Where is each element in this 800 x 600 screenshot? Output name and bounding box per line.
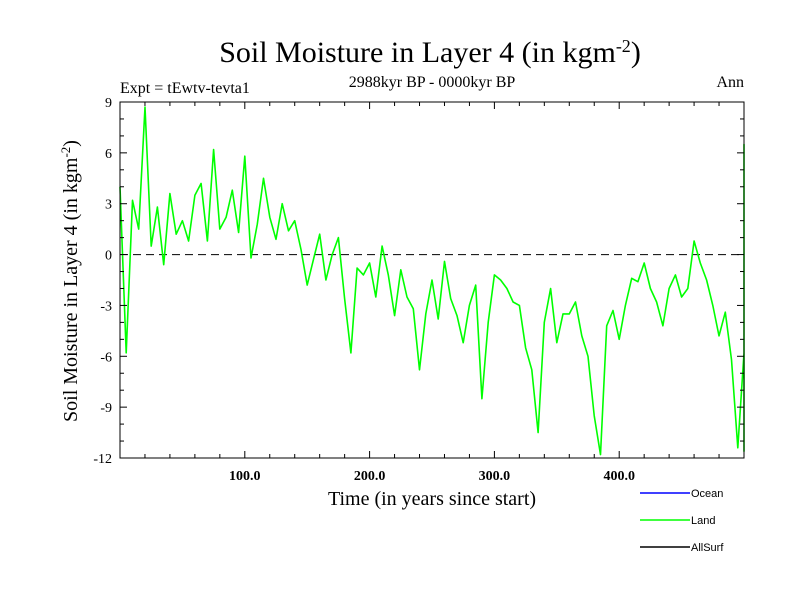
chart-title-main: Soil Moisture in Layer 4 (in kgm	[219, 36, 616, 69]
y-tick-label: 6	[105, 147, 112, 162]
subtitle-left: Expt = tEwtv-tevta1	[120, 80, 250, 97]
chart-title-sup: -2	[616, 36, 631, 56]
y-tick-label: -12	[93, 452, 112, 467]
y-tick-label: 9	[105, 96, 112, 111]
y-axis-label-main: Soil Moisture in Layer 4 (in kgm	[60, 157, 82, 422]
chart-title: Soil Moisture in Layer 4 (in kgm-2)	[219, 36, 641, 69]
chart-title-close: )	[631, 36, 641, 69]
series-line-land	[119, 106, 745, 456]
subtitle-center: 2988kyr BP - 0000kyr BP	[349, 74, 516, 91]
y-tick-label: -6	[100, 350, 112, 365]
legend-label-allsurf: AllSurf	[691, 542, 724, 554]
y-axis-label-close: )	[60, 140, 82, 147]
x-tick-label: 300.0	[479, 469, 511, 484]
x-tick-label: 200.0	[354, 469, 386, 484]
x-axis-ticks: 100.0 200.0 300.0 400.0	[144, 102, 720, 484]
y-tick-label: -3	[100, 299, 112, 314]
y-tick-label: 3	[105, 198, 112, 213]
y-axis-label-sup: -2	[58, 147, 73, 158]
y-axis-ticks: 9 6 3 0 -3 -6 -9 -12	[93, 96, 744, 467]
y-tick-label: -9	[100, 401, 112, 416]
legend-label-ocean: Ocean	[691, 488, 723, 500]
series-layer	[119, 106, 745, 456]
x-tick-label: 400.0	[603, 469, 635, 484]
y-axis-label: Soil Moisture in Layer 4 (in kgm-2)	[58, 140, 83, 422]
subtitle-right: Ann	[716, 74, 744, 91]
y-tick-label: 0	[105, 249, 112, 264]
x-tick-label: 100.0	[229, 469, 261, 484]
plot-frame	[119, 101, 745, 459]
legend: Ocean Land AllSurf	[640, 488, 724, 554]
legend-label-land: Land	[691, 515, 715, 527]
x-axis-label: Time (in years since start)	[328, 488, 536, 510]
